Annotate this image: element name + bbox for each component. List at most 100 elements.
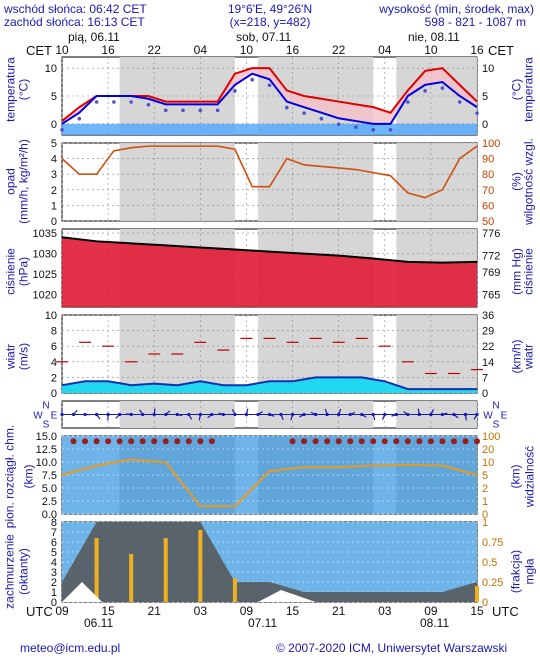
wind-dir-dot-32 — [244, 412, 249, 417]
temp-tick-left-2: 0 — [51, 119, 57, 131]
wind-dir-dot-64 — [429, 412, 433, 417]
cloud-top-dot-2 — [70, 438, 77, 445]
fog-bar-2 — [129, 554, 134, 602]
visibility-tick-right-6: 0 — [482, 509, 488, 521]
wind-dir-dot-42 — [302, 412, 306, 417]
wind-dir-dot-50 — [348, 412, 352, 417]
wind-dir-dot-40 — [290, 412, 295, 417]
wind-dir-dot-36 — [267, 412, 272, 417]
humidity-line — [61, 145, 478, 199]
hour-bottom-4: 09 — [240, 604, 254, 618]
pressure-tick-right-2: 769 — [482, 267, 500, 279]
compass-left-w: W — [33, 411, 43, 422]
fog-tick-right-2: 0.5 — [482, 557, 497, 569]
cloud-top-dot-10 — [116, 438, 123, 445]
wind-tick-right-1: 29 — [482, 326, 494, 338]
cloud-top-dot-26 — [208, 438, 215, 445]
wind-dir-dot-72 — [475, 412, 479, 417]
cloudcover-tick-left-2: 6 — [51, 537, 57, 549]
dewpoint-dot-18 — [371, 128, 376, 132]
humidity-tick-right-2: 80 — [482, 169, 494, 181]
sunrise-text: wschód słońca: 06:42 CET — [4, 2, 147, 16]
dewpoint-dot-3 — [112, 100, 116, 104]
cloud-top-dot-72 — [474, 438, 480, 445]
hour-top-3: 04 — [194, 43, 208, 57]
pressure-tick-right-1: 772 — [482, 251, 500, 263]
footer-email[interactable]: meteo@icm.edu.pl — [20, 641, 121, 655]
wind-tick-right-2: 22 — [482, 341, 494, 353]
cloudbase-tick-left-4: 5.0 — [42, 483, 57, 495]
cloud-top-dot-70 — [462, 438, 469, 445]
day-bottom-1: 06.11 — [84, 616, 114, 630]
compass-right-w: W — [483, 411, 493, 422]
cloud-top-dot-20 — [174, 438, 181, 445]
visibility-line — [61, 458, 478, 508]
wind-dir-dot-30 — [233, 412, 237, 417]
cloud-top-dot-66 — [439, 438, 446, 445]
day-label-2: sob, 07.11 — [236, 30, 292, 44]
cloudcover-tick-left-8: 0 — [51, 597, 57, 609]
day-label-1: pią, 06.11 — [68, 30, 120, 44]
fog-bar-1 — [94, 538, 99, 602]
footer-copyright: © 2007-2020 ICM, Uniwersytet Warszawski — [276, 641, 508, 655]
hour-top-9: 16 — [470, 43, 484, 57]
cet-left: CET — [26, 43, 52, 58]
wind-dir-dot-4 — [83, 412, 87, 417]
temp-tick-right-1: 5 — [482, 91, 488, 103]
precip-tick-left-4: 1 — [51, 200, 57, 212]
precip-tick-left-2: 3 — [51, 169, 57, 181]
compass-right-s: S — [493, 420, 500, 431]
cloud-top-dot-44 — [312, 438, 319, 445]
pressure-tick-left-2: 1025 — [33, 269, 57, 281]
utc-left: UTC — [26, 604, 53, 619]
cloudbase-tick-left-0: 15.0 — [36, 431, 57, 443]
temp-below-zero-band — [62, 123, 477, 135]
temp-tick-right-2: 0 — [482, 119, 488, 131]
wind-tick-left-0: 10 — [45, 310, 57, 322]
temp-tick-left-1: 5 — [51, 91, 57, 103]
visibility-tick-right-2: 10 — [482, 457, 494, 469]
dewpoint-dot-11 — [250, 77, 255, 82]
hour-top-1: 16 — [101, 43, 115, 57]
fog-bar-12 — [475, 586, 479, 602]
precip-tick-left-5: 0 — [51, 216, 57, 228]
hour-bottom-9: 15 — [470, 604, 484, 618]
wind-tick-left-4: 2 — [51, 372, 57, 384]
wind-fill — [62, 377, 477, 393]
hour-bottom-0: 09 — [55, 604, 69, 618]
sunset-text: zachód słońca: 16:13 CET — [4, 15, 145, 29]
fog-tick-right-0: 1 — [482, 517, 488, 529]
cloud-top-dot-60 — [404, 438, 411, 445]
fog-bar-4 — [198, 530, 203, 602]
temp-tick-right-0: 10 — [482, 63, 494, 75]
night-band-temp-1 — [257, 57, 374, 135]
fog-bar-5 — [232, 578, 237, 602]
dewpoint-dot-10 — [233, 89, 237, 93]
day-bottom-2: 07.11 — [248, 616, 278, 630]
dewpoint-dot-2 — [94, 100, 99, 104]
dewpoint-dot-23 — [457, 100, 462, 104]
visibility-tick-right-0: 100 — [482, 431, 500, 443]
wind-dir-dot-60 — [406, 412, 410, 417]
dewpoint-dot-12 — [267, 83, 272, 88]
wind-tick-left-1: 8 — [51, 326, 57, 338]
wind-dir-dot-52 — [360, 412, 364, 417]
cloudbase-tick-left-2: 10.0 — [36, 457, 57, 469]
cloud-top-dot-52 — [358, 438, 365, 445]
wind-dir-dot-18 — [164, 412, 168, 417]
wind-dir-dot-70 — [463, 412, 468, 417]
wind-dir-dot-20 — [175, 412, 179, 417]
compass-right-e: E — [501, 411, 508, 422]
hour-top-2: 22 — [148, 43, 162, 57]
precip-tick-left-1: 4 — [51, 154, 57, 166]
hour-top-5: 16 — [286, 43, 300, 57]
dewpoint-dot-13 — [284, 105, 289, 110]
wind-dir-dot-34 — [256, 412, 260, 417]
hour-bottom-6: 21 — [332, 604, 346, 618]
wind-dir-dot-56 — [383, 412, 387, 417]
wind-dir-dot-22 — [187, 412, 191, 417]
dewpoint-dot-0 — [60, 128, 64, 132]
hour-top-6: 22 — [332, 43, 346, 57]
cloud-top-dot-24 — [197, 438, 204, 445]
cloudcover-tick-left-1: 7 — [51, 527, 57, 539]
